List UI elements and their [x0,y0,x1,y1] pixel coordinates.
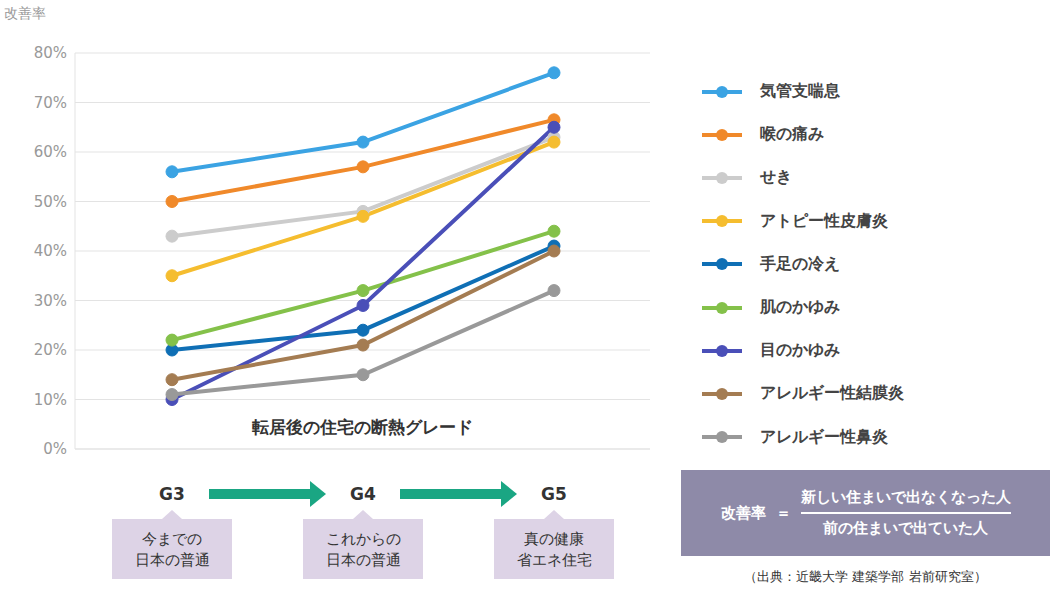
svg-text:70%: 70% [34,94,67,112]
svg-text:G4: G4 [350,484,376,504]
html-text:喉の痛み: 喉の痛み [760,124,824,144]
html-text:気管支喘息: 気管支喘息 [760,81,840,101]
html-text:前の住まいで出ていた人: 前の住まいで出ていた人 [823,519,988,537]
svg-text:80%: 80% [34,44,67,62]
html-text:アレルギー性結膜炎: アレルギー性結膜炎 [760,383,904,403]
svg-text:今までの: 今までの [142,530,202,548]
html-text:アトピー性皮膚炎: アトピー性皮膚炎 [760,210,888,230]
html-text:転居後の住宅の断熱グレード: 転居後の住宅の断熱グレード [252,417,473,437]
svg-text:20%: 20% [34,341,67,359]
html-text:改善率: 改善率 [720,503,766,522]
svg-text:G3: G3 [159,484,185,504]
html-text:目のかゆみ: 目のかゆみ [760,340,840,360]
svg-text:省エネ住宅: 省エネ住宅 [517,551,592,569]
html-text:新しい住まいで出なくなった人: 新しい住まいで出なくなった人 [800,488,1011,506]
svg-text:60%: 60% [34,143,67,161]
svg-text:日本の普通: 日本の普通 [326,551,401,569]
svg-text:G5: G5 [541,484,567,504]
svg-text:30%: 30% [34,292,67,310]
html-text:肌のかゆみ: 肌のかゆみ [760,297,840,316]
html-text:（出典：近畿大学 建築学部 岩前研究室）: （出典：近畿大学 建築学部 岩前研究室） [744,569,987,584]
svg-text:これからの: これからの [326,530,401,548]
html-text:アレルギー性鼻炎: アレルギー性鼻炎 [760,426,888,446]
svg-text:真の健康: 真の健康 [524,530,584,548]
svg-text:10%: 10% [34,391,67,409]
svg-text:50%: 50% [34,193,67,211]
svg-text:40%: 40% [34,242,67,260]
svg-text:日本の普通: 日本の普通 [135,551,210,569]
html-text:改善率: 改善率 [4,5,46,21]
html-text:手足の冷え: 手足の冷え [760,253,840,273]
svg-text:0%: 0% [43,440,67,458]
html-text:せき: せき [760,167,792,187]
